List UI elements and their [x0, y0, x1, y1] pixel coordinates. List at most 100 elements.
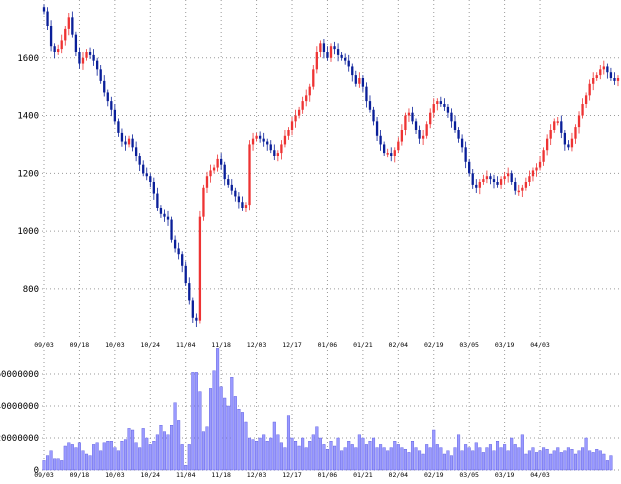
candle-body	[315, 52, 318, 70]
candle	[173, 235, 177, 253]
candle-body	[290, 121, 294, 130]
candle	[510, 170, 513, 185]
volume-bar	[49, 450, 53, 471]
volume-bar	[496, 441, 500, 471]
volume-bar	[95, 442, 99, 471]
volume-bar	[219, 386, 223, 471]
volume-bar	[283, 447, 287, 471]
volume-bar	[145, 437, 149, 471]
candle-body	[113, 109, 117, 122]
volume-bar	[471, 450, 475, 471]
candle-body	[166, 216, 170, 220]
volume-bar	[131, 429, 135, 471]
volume-bar	[67, 442, 71, 471]
candle-body	[563, 132, 567, 145]
candle	[177, 242, 180, 260]
candle-body	[606, 66, 609, 73]
candle	[138, 153, 141, 172]
candle-body	[237, 196, 241, 203]
volume-bar	[393, 441, 397, 471]
candle	[230, 179, 233, 195]
volume-bar	[538, 450, 542, 471]
candle-body	[450, 112, 453, 122]
candle	[134, 141, 138, 162]
candle-body	[258, 135, 262, 139]
candle-body	[499, 179, 503, 185]
volume-bar	[386, 450, 390, 471]
volume-bar	[226, 405, 230, 471]
candle-body	[248, 144, 251, 206]
candle	[319, 40, 322, 58]
volume-bar	[403, 449, 407, 471]
candle-body	[49, 26, 53, 47]
price-ytick-label: 800	[23, 285, 39, 295]
candle-body	[57, 49, 60, 52]
candle	[67, 13, 70, 36]
candle-body	[297, 109, 301, 116]
candle-body	[344, 57, 347, 61]
candle	[99, 65, 102, 84]
volume-bar	[347, 441, 351, 471]
candle	[514, 177, 517, 195]
candle	[453, 115, 457, 133]
candle-body	[64, 28, 67, 41]
candle	[191, 297, 194, 323]
candle	[266, 138, 269, 151]
candle-body	[106, 92, 109, 102]
candle-body	[173, 239, 177, 249]
candle-body	[365, 86, 368, 102]
candle-body	[613, 78, 616, 81]
candle-body	[234, 190, 237, 197]
candle	[237, 192, 241, 209]
candle-body	[280, 144, 283, 154]
candle-body	[577, 115, 581, 128]
candle-body	[209, 170, 212, 177]
volume-bar	[194, 372, 198, 471]
volume-bar	[198, 391, 202, 471]
volume-bar	[595, 449, 599, 471]
candle-body	[535, 167, 538, 171]
volume-bar	[559, 452, 563, 471]
volume-bar	[170, 425, 174, 471]
candle	[202, 184, 205, 221]
volume-xtick-label: 10/24	[141, 471, 161, 479]
candle	[411, 106, 414, 125]
volume-bar	[60, 460, 64, 471]
candle	[159, 205, 163, 218]
candle	[60, 34, 63, 54]
volume-bar	[414, 447, 418, 471]
candle	[212, 164, 216, 174]
candle	[95, 57, 99, 76]
volume-bar	[141, 428, 145, 471]
price-xtick-label: 11/04	[176, 341, 196, 349]
volume-bar	[375, 447, 379, 471]
candle	[524, 177, 528, 191]
volume-bar	[159, 425, 163, 471]
volume-bar	[524, 453, 528, 471]
candle-body	[103, 80, 106, 93]
candle	[358, 72, 361, 88]
candle-body	[574, 127, 577, 139]
candle	[312, 65, 315, 90]
volume-bar	[542, 447, 546, 471]
candle	[489, 173, 492, 185]
candle	[613, 72, 616, 85]
volume-bar	[340, 450, 344, 471]
volume-bar	[81, 450, 85, 471]
candle-body	[71, 17, 74, 35]
candle	[78, 47, 81, 69]
candle-body	[531, 170, 535, 177]
volume-bar	[294, 441, 298, 471]
candle	[308, 83, 311, 102]
candle	[538, 156, 542, 171]
candle-body	[382, 144, 386, 154]
candle	[372, 106, 375, 126]
candle-body	[333, 46, 336, 50]
candle-body	[372, 109, 375, 122]
candle-body	[287, 130, 290, 136]
candle	[251, 132, 255, 151]
candle	[74, 31, 78, 57]
volume-bar	[460, 450, 464, 471]
candle-body	[159, 208, 163, 214]
price-ytick-label: 1400	[17, 112, 39, 122]
